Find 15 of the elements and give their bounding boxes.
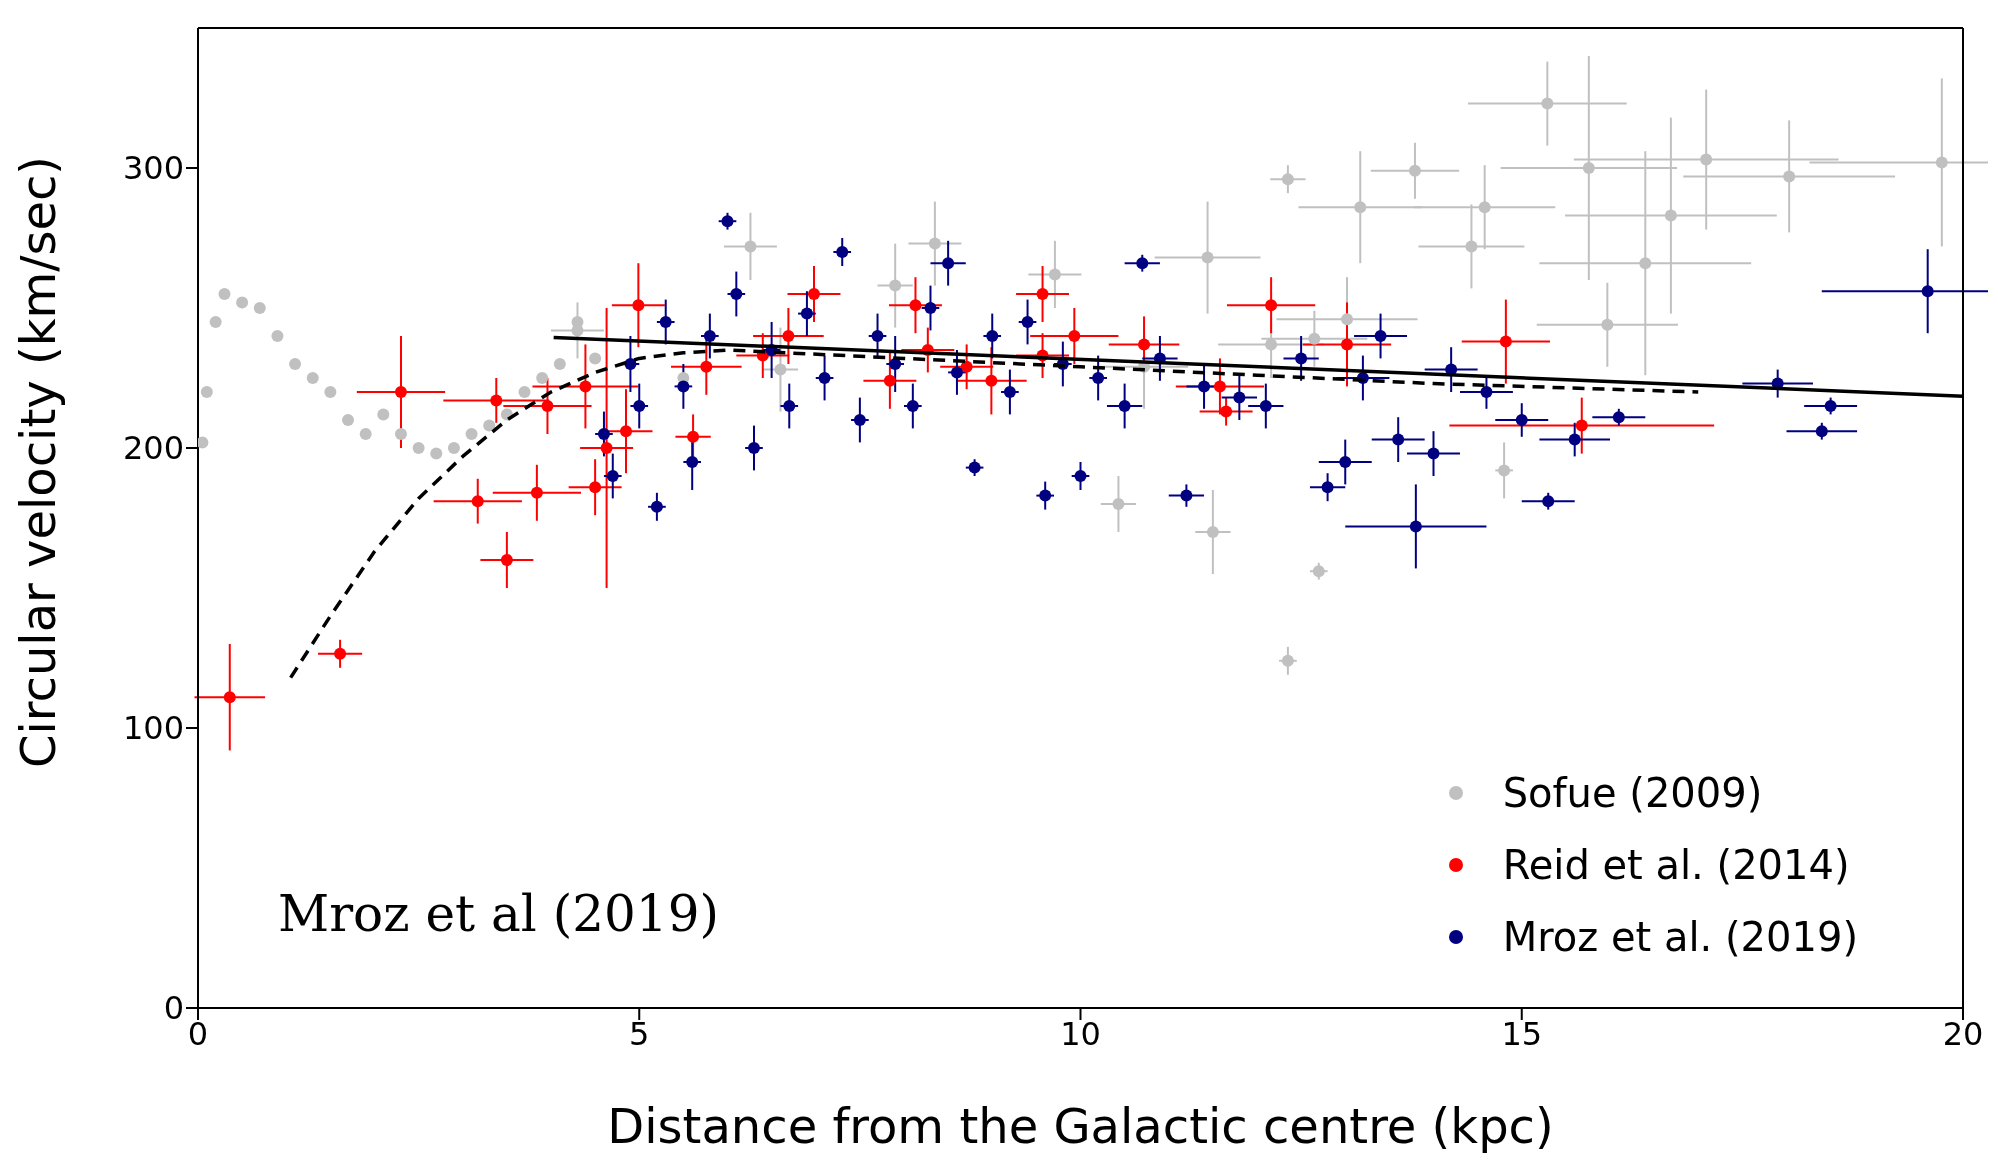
x-tick-label: 15 [1501, 1014, 1543, 1053]
y-tick-label: 300 [122, 149, 184, 188]
legend-label: Reid et al. (2014) [1502, 841, 1850, 890]
y-tick-label: 200 [122, 429, 184, 468]
y-tick-label: 0 [163, 989, 184, 1028]
x-axis-title: Distance from the Galactic centre (kpc) [607, 1098, 1554, 1154]
y-tick-label: 100 [122, 709, 184, 748]
legend-label: Sofue (2009) [1502, 769, 1763, 818]
x-tick-label: 5 [629, 1014, 650, 1053]
x-tick-label: 20 [1942, 1014, 1984, 1053]
annotation: Mroz et al (2019) [278, 885, 719, 943]
y-axis-title: Circular velocity (km/sec) [10, 155, 67, 768]
legend-label: Mroz et al. (2019) [1502, 913, 1858, 962]
x-tick-label: 0 [187, 1014, 209, 1053]
x-tick-label: 10 [1060, 1014, 1101, 1053]
